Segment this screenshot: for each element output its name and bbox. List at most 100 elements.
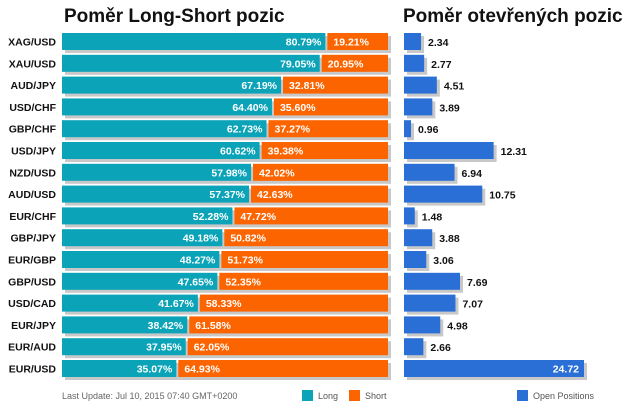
pair-label-usd-chf: USD/CHF xyxy=(9,102,56,114)
pair-label-eur-usd: EUR/USD xyxy=(9,364,57,376)
short-bar-usd-cad xyxy=(199,294,388,312)
long-bar-usd-chf xyxy=(62,98,272,116)
open-value-eur-gbp: 3.06 xyxy=(433,255,454,267)
open-bar-gbp-jpy xyxy=(404,229,433,247)
long-bar-gbp-usd xyxy=(62,272,218,290)
short-bar-eur-usd xyxy=(178,360,388,377)
pair-label-gbp-jpy: GBP/JPY xyxy=(10,233,56,245)
pair-label-aud-usd: AUD/USD xyxy=(8,189,56,201)
short-pct-usd-jpy: 39.38% xyxy=(268,146,304,158)
short-pct-eur-usd: 64.93% xyxy=(184,364,220,376)
long-bar-aud-jpy xyxy=(62,76,282,94)
long-bar-gbp-chf xyxy=(62,120,267,138)
open-bar-eur-chf xyxy=(404,207,415,225)
open-value-usd-chf: 3.89 xyxy=(439,102,460,114)
long-bar-eur-usd xyxy=(62,360,177,377)
short-pct-gbp-jpy: 50.82% xyxy=(230,233,266,245)
long-short-chart-title: Poměr Long-Short pozic xyxy=(64,6,285,27)
long-pct-eur-chf: 52.28% xyxy=(193,211,229,223)
short-bar-usd-jpy xyxy=(261,142,388,159)
pair-label-xag-usd: XAG/USD xyxy=(8,37,56,49)
long-pct-gbp-usd: 47.65% xyxy=(178,276,214,288)
open-bar-xau-usd xyxy=(404,54,425,72)
open-value-gbp-chf: 0.96 xyxy=(418,124,439,136)
open-bar-aud-jpy xyxy=(404,76,437,94)
open-value-eur-usd: 24.72 xyxy=(553,364,579,376)
open-value-gbp-jpy: 3.88 xyxy=(439,233,460,245)
pair-label-usd-cad: USD/CAD xyxy=(8,298,56,310)
pair-label-eur-chf: EUR/CHF xyxy=(9,211,56,223)
short-bar-eur-chf xyxy=(234,207,388,225)
legend-long-swatch xyxy=(302,390,313,401)
short-bar-xag-usd xyxy=(327,33,388,50)
long-pct-usd-jpy: 60.62% xyxy=(220,146,256,158)
short-pct-usd-chf: 35.60% xyxy=(280,102,316,114)
long-bar-eur-chf xyxy=(62,207,233,225)
short-bar-eur-aud xyxy=(187,338,388,356)
open-positions-chart-title: Poměr otevřených pozic xyxy=(403,6,623,27)
open-value-nzd-usd: 6.94 xyxy=(462,168,483,180)
long-pct-usd-chf: 64.40% xyxy=(232,102,268,114)
short-pct-eur-aud: 62.05% xyxy=(194,342,230,354)
open-value-eur-chf: 1.48 xyxy=(422,211,443,223)
legend-long-label: Long xyxy=(318,390,339,401)
legend-open-label: Open Positions xyxy=(533,390,595,401)
short-pct-eur-gbp: 51.73% xyxy=(227,255,263,267)
short-bar-eur-gbp xyxy=(221,251,388,268)
short-bar-aud-jpy xyxy=(283,76,388,94)
long-bar-xau-usd xyxy=(62,54,320,72)
long-pct-xau-usd: 79.05% xyxy=(280,58,316,70)
long-bar-xag-usd xyxy=(62,33,326,50)
short-pct-aud-jpy: 32.81% xyxy=(289,80,325,92)
long-pct-aud-jpy: 67.19% xyxy=(241,80,277,92)
long-pct-eur-aud: 37.95% xyxy=(146,342,182,354)
legend-open-positions: Open Positions xyxy=(517,390,594,401)
last-update-text: Last Update: Jul 10, 2015 07:40 GMT+0200 xyxy=(62,391,238,401)
legend-open-swatch xyxy=(517,390,528,401)
pair-label-aud-jpy: AUD/JPY xyxy=(10,80,56,92)
long-bar-eur-gbp xyxy=(62,251,220,268)
short-bar-xau-usd xyxy=(321,54,388,72)
open-bar-usd-jpy xyxy=(404,142,494,159)
short-pct-eur-chf: 47.72% xyxy=(240,211,276,223)
pair-label-gbp-chf: GBP/CHF xyxy=(9,124,57,136)
short-bar-gbp-chf xyxy=(268,120,388,138)
short-pct-gbp-usd: 52.35% xyxy=(225,276,261,288)
long-pct-usd-cad: 41.67% xyxy=(158,298,194,310)
long-bar-eur-jpy xyxy=(62,316,188,334)
long-bar-nzd-usd xyxy=(62,163,252,181)
long-bar-aud-usd xyxy=(62,185,250,203)
long-pct-nzd-usd: 57.98% xyxy=(211,167,247,179)
open-value-xau-usd: 2.77 xyxy=(431,59,452,71)
open-bar-aud-usd xyxy=(404,185,483,203)
long-pct-eur-gbp: 48.27% xyxy=(180,255,216,267)
pair-label-xau-usd: XAU/USD xyxy=(9,58,57,70)
open-value-aud-jpy: 4.51 xyxy=(444,81,465,93)
open-bar-xag-usd xyxy=(404,33,422,50)
open-bar-eur-usd xyxy=(404,360,584,377)
pair-label-eur-aud: EUR/AUD xyxy=(8,342,56,354)
short-bar-aud-usd xyxy=(251,185,388,203)
short-pct-xag-usd: 19.21% xyxy=(333,37,369,49)
open-bar-nzd-usd xyxy=(404,163,455,181)
long-pct-eur-jpy: 38.42% xyxy=(148,320,184,332)
long-pct-gbp-chf: 62.73% xyxy=(227,124,263,136)
pair-label-usd-jpy: USD/JPY xyxy=(11,146,56,158)
pair-label-eur-gbp: EUR/GBP xyxy=(8,255,56,267)
short-pct-eur-jpy: 61.58% xyxy=(195,320,231,332)
long-bar-usd-jpy xyxy=(62,142,260,159)
short-pct-nzd-usd: 42.02% xyxy=(259,167,295,179)
open-bar-usd-cad xyxy=(404,294,456,312)
open-bar-eur-jpy xyxy=(404,316,441,334)
short-bar-nzd-usd xyxy=(253,163,388,181)
open-value-usd-jpy: 12.31 xyxy=(501,146,527,158)
short-bar-gbp-jpy xyxy=(224,229,388,247)
long-bar-usd-cad xyxy=(62,294,198,312)
legend-short-label: Short xyxy=(365,390,387,401)
open-bar-gbp-chf xyxy=(404,120,411,138)
open-bar-usd-chf xyxy=(404,98,433,116)
long-pct-xag-usd: 80.79% xyxy=(286,37,322,49)
open-value-gbp-usd: 7.69 xyxy=(467,277,488,289)
open-bar-eur-gbp xyxy=(404,251,427,268)
